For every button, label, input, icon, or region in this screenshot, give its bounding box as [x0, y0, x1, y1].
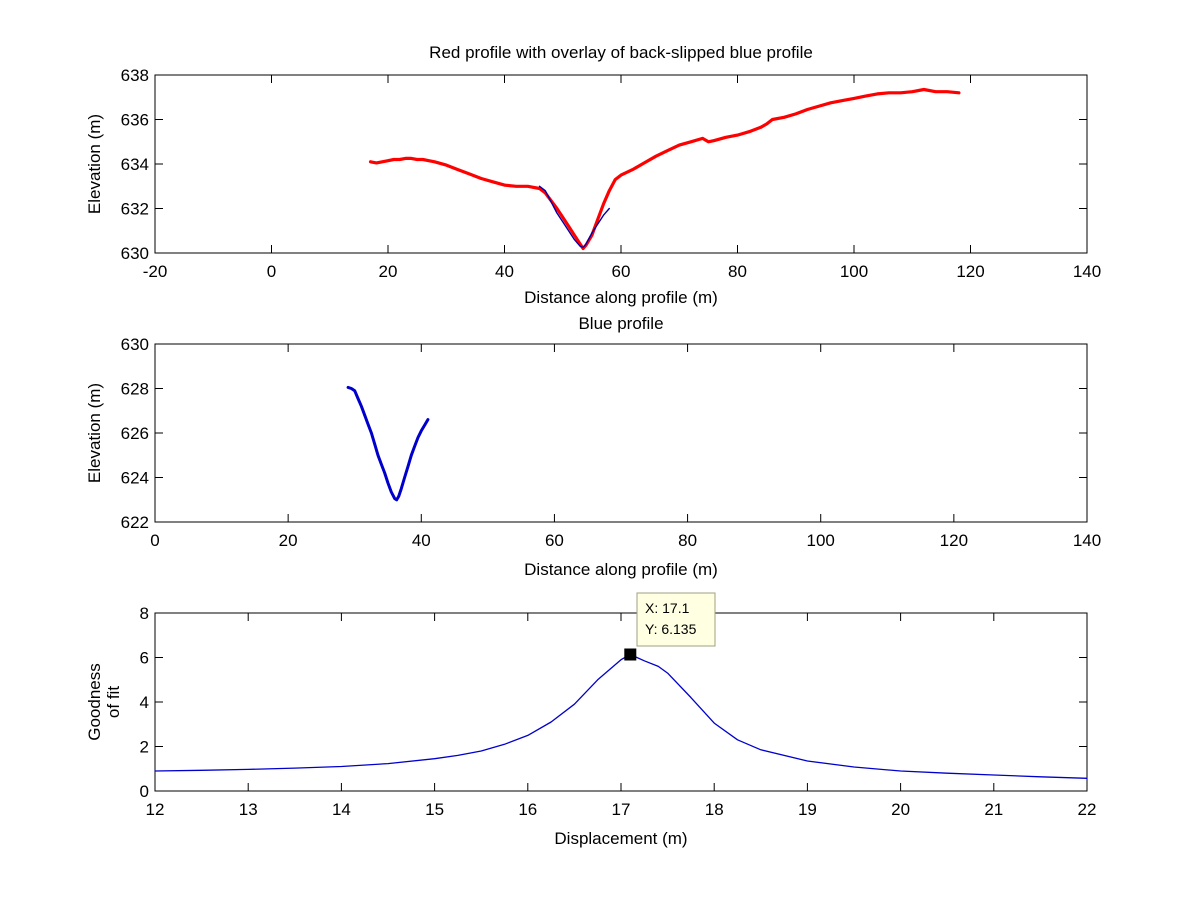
- x-tick-label: 120: [940, 531, 968, 550]
- y-axis-label-line-2: of fit: [104, 686, 123, 718]
- x-tick-label: 100: [807, 531, 835, 550]
- panel-red-profile: Red profile with overlay of back-slipped…: [85, 43, 1101, 307]
- y-tick-label: 630: [121, 244, 149, 263]
- x-tick-label: 17: [612, 800, 631, 819]
- x-tick-label: 12: [146, 800, 165, 819]
- y-tick-label: 2: [140, 738, 149, 757]
- y-tick-labels: 622 624 626 628 630: [121, 335, 149, 532]
- x-tick-labels: 0 20 40 60 80 100 120 140: [150, 531, 1101, 550]
- x-tick-label: 0: [267, 262, 276, 281]
- axes-box: [154, 612, 1088, 792]
- data-tip[interactable]: X: 17.1 Y: 6.135: [624, 592, 716, 661]
- y-tick-label: 0: [140, 782, 149, 801]
- chart-title: Blue profile: [578, 314, 663, 333]
- y-tick-label: 626: [121, 424, 149, 443]
- axes-box: [154, 343, 1088, 523]
- x-tick-labels: -20 0 20 40 60 80 100 120 140: [143, 262, 1101, 281]
- x-tick-label: 100: [840, 262, 868, 281]
- x-tick-label: 18: [705, 800, 724, 819]
- series-line: [368, 87, 961, 251]
- x-tick-label: 20: [891, 800, 910, 819]
- y-axis-label: Elevation (m): [85, 383, 104, 483]
- x-tick-label: 20: [379, 262, 398, 281]
- y-axis-label: Elevation (m): [85, 114, 104, 214]
- data-tip-x: X: 17.1: [645, 600, 690, 616]
- x-axis-label: Displacement (m): [554, 829, 687, 848]
- series-group: [346, 385, 430, 502]
- x-tick-label: 40: [412, 531, 431, 550]
- y-tick-label: 634: [121, 155, 149, 174]
- y-axis-label-line-1: Goodness: [85, 663, 104, 741]
- x-tick-label: 21: [984, 800, 1003, 819]
- x-tick-label: 40: [495, 262, 514, 281]
- y-tick-labels: 630 632 634 636 638: [121, 66, 149, 263]
- x-tick-label: 0: [150, 531, 159, 550]
- x-tick-label: -20: [143, 262, 168, 281]
- tick-marks: [154, 343, 1088, 523]
- x-tick-label: 19: [798, 800, 817, 819]
- x-tick-label: 22: [1078, 800, 1097, 819]
- x-tick-labels: 12 13 14 15 16 17 18 19 20 21 22: [146, 800, 1097, 819]
- x-tick-label: 14: [332, 800, 351, 819]
- x-tick-label: 15: [425, 800, 444, 819]
- x-tick-label: 20: [279, 531, 298, 550]
- series-group: [368, 87, 961, 251]
- y-tick-label: 8: [140, 604, 149, 623]
- chart-title: Red profile with overlay of back-slipped…: [429, 43, 813, 62]
- x-tick-label: 140: [1073, 262, 1101, 281]
- x-tick-label: 80: [728, 262, 747, 281]
- data-tip-y: Y: 6.135: [645, 621, 697, 637]
- x-tick-label: 80: [678, 531, 697, 550]
- x-tick-label: 16: [518, 800, 537, 819]
- series-line: [538, 185, 610, 249]
- axes-box: [154, 74, 1088, 254]
- x-tick-label: 140: [1073, 531, 1101, 550]
- x-tick-label: 120: [956, 262, 984, 281]
- y-tick-label: 638: [121, 66, 149, 85]
- y-tick-label: 630: [121, 335, 149, 354]
- x-tick-label: 60: [545, 531, 564, 550]
- panel-blue-profile: Blue profile 0 20 40 60 80 100 120 140 62262462…: [85, 314, 1101, 579]
- tick-marks: [154, 74, 1088, 254]
- x-axis-label: Distance along profile (m): [524, 288, 718, 307]
- series-line: [346, 385, 430, 502]
- x-tick-label: 60: [612, 262, 631, 281]
- y-tick-labels: 0 2 4 6 8: [140, 604, 149, 801]
- y-tick-label: 628: [121, 380, 149, 399]
- x-tick-label: 13: [239, 800, 258, 819]
- panel-goodness-of-fit: 12 13 14 15 16 17 18 19 20 21 22 0 2 4 6 8 Displacemen…: [85, 592, 1097, 848]
- y-tick-label: 4: [140, 693, 149, 712]
- y-tick-label: 622: [121, 513, 149, 532]
- y-tick-label: 624: [121, 469, 149, 488]
- data-tip-marker[interactable]: [624, 648, 637, 661]
- y-tick-label: 6: [140, 649, 149, 668]
- data-tip-box[interactable]: [636, 592, 716, 647]
- y-tick-label: 636: [121, 111, 149, 130]
- y-tick-label: 632: [121, 200, 149, 219]
- x-axis-label: Distance along profile (m): [524, 560, 718, 579]
